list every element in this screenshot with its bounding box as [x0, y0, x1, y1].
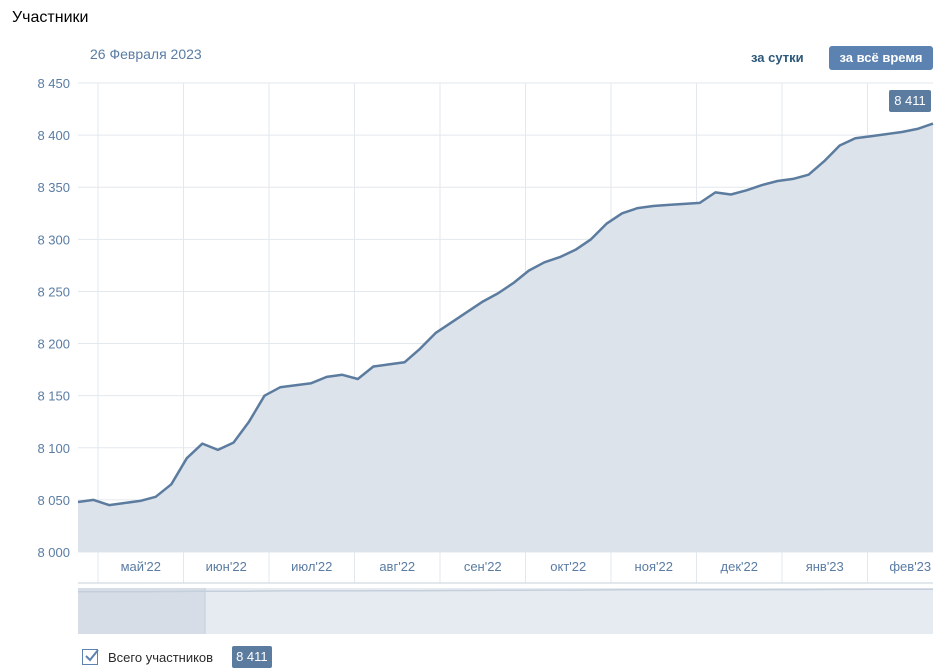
x-tick-label: авг'22	[379, 559, 415, 574]
y-tick-label: 8 300	[37, 232, 70, 247]
x-tick-label: дек'22	[721, 559, 758, 574]
page-title: Участники	[12, 9, 89, 26]
checkmark-icon	[85, 649, 99, 662]
x-axis-ticks: май'22 июн'22 июл'22 авг'22 сен'22 окт'22 ноя'…	[121, 559, 932, 574]
navigator-left-mask	[78, 588, 205, 634]
navigator-series-line	[78, 588, 933, 593]
period-all-time-button[interactable]: за всё время	[829, 46, 933, 70]
legend-label: Всего участников	[108, 649, 214, 665]
x-tick-label: май'22	[121, 559, 161, 574]
y-tick-label: 8 350	[37, 180, 70, 195]
chart-date-label: 26 Февраля 2023	[90, 46, 202, 62]
y-tick-label: 8 150	[37, 389, 70, 404]
legend-value-badge: 8 411	[232, 646, 272, 668]
y-tick-label: 8 200	[37, 337, 70, 352]
legend: Всего участников 8 411	[82, 645, 272, 669]
x-tick-label: фев'23	[889, 559, 931, 574]
y-tick-label: 8 050	[37, 493, 70, 508]
members-chart: 8 000 8 050 8 100 8 150 8 200 8 250 8 300 8 350…	[37, 76, 934, 634]
x-tick-label: июл'22	[291, 559, 332, 574]
series-area	[78, 123, 933, 552]
x-tick-label: ноя'22	[635, 559, 673, 574]
y-tick-label: 8 000	[37, 545, 70, 560]
x-tick-label: янв'23	[806, 559, 844, 574]
x-tick-label: сен'22	[464, 559, 502, 574]
period-day-button[interactable]: за сутки	[743, 46, 812, 70]
x-tick-label: окт'22	[550, 559, 586, 574]
range-navigator[interactable]	[78, 588, 933, 634]
y-tick-label: 8 250	[37, 284, 70, 299]
series-line	[77, 122, 934, 507]
last-value-badge: 8 411	[889, 90, 931, 112]
x-tick-label: июн'22	[206, 559, 247, 574]
legend-checkbox[interactable]	[82, 649, 99, 665]
y-tick-label: 8 100	[37, 441, 70, 456]
y-tick-label: 8 400	[37, 128, 70, 143]
y-tick-label: 8 450	[37, 76, 70, 91]
navigator-background	[78, 588, 933, 634]
y-axis-ticks: 8 000 8 050 8 100 8 150 8 200 8 250 8 300 8 350…	[37, 76, 70, 560]
